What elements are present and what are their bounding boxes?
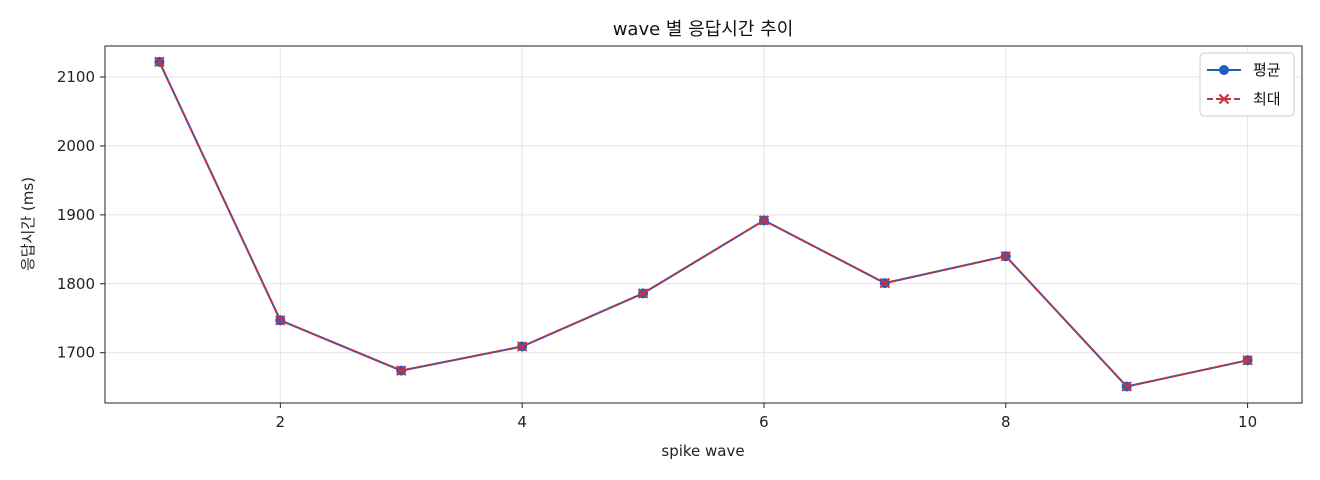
y-tick-label: 1700	[57, 344, 95, 362]
marker-stroke	[879, 277, 891, 289]
x-tick-label: 8	[1001, 413, 1011, 431]
series-group	[154, 56, 1253, 392]
plot-frame	[104, 45, 1303, 404]
y-axis-label: 응답시간 (ms)	[19, 177, 37, 271]
data-point	[879, 277, 891, 289]
x-tick-label: 6	[759, 413, 769, 431]
legend-marker	[1218, 93, 1230, 105]
marker-stroke	[396, 365, 407, 376]
data-point	[275, 315, 286, 326]
x-axis: 2 4 6 8 10	[276, 403, 1257, 431]
legend-label: 평균	[1253, 61, 1281, 79]
data-point	[1121, 381, 1132, 392]
data-point	[154, 56, 165, 68]
data-point	[516, 341, 528, 352]
marker-stroke	[275, 315, 286, 326]
marker-stroke	[1242, 355, 1253, 366]
x-axis-label: spike wave	[661, 442, 744, 460]
marker-stroke	[758, 215, 770, 226]
data-point	[396, 365, 407, 376]
legend-label: 최대	[1253, 90, 1281, 108]
marker-stroke	[1218, 93, 1230, 105]
legend-marker	[1219, 65, 1229, 75]
grid	[105, 46, 1302, 403]
chart-title: wave 별 응답시간 추이	[613, 19, 794, 40]
y-tick-label: 1800	[57, 275, 95, 293]
data-point	[637, 288, 649, 299]
y-tick-label: 2000	[57, 137, 95, 155]
y-tick-label: 1900	[57, 206, 95, 224]
data-point	[1000, 250, 1011, 262]
x-tick-label: 2	[276, 413, 286, 431]
series-line-1	[158, 61, 1248, 388]
marker-stroke	[516, 341, 528, 352]
marker-stroke	[1121, 381, 1132, 392]
y-axis: 1700 1800 1900 2000 2100	[57, 68, 105, 362]
data-point	[1242, 355, 1253, 366]
x-tick-label: 4	[517, 413, 527, 431]
y-tick-label: 2100	[57, 68, 95, 86]
marker-stroke	[154, 56, 165, 68]
series-line-0	[158, 61, 1248, 388]
marker-stroke	[1000, 250, 1011, 262]
data-point	[758, 215, 770, 226]
x-tick-label: 10	[1238, 413, 1257, 431]
marker-stroke	[637, 288, 649, 299]
